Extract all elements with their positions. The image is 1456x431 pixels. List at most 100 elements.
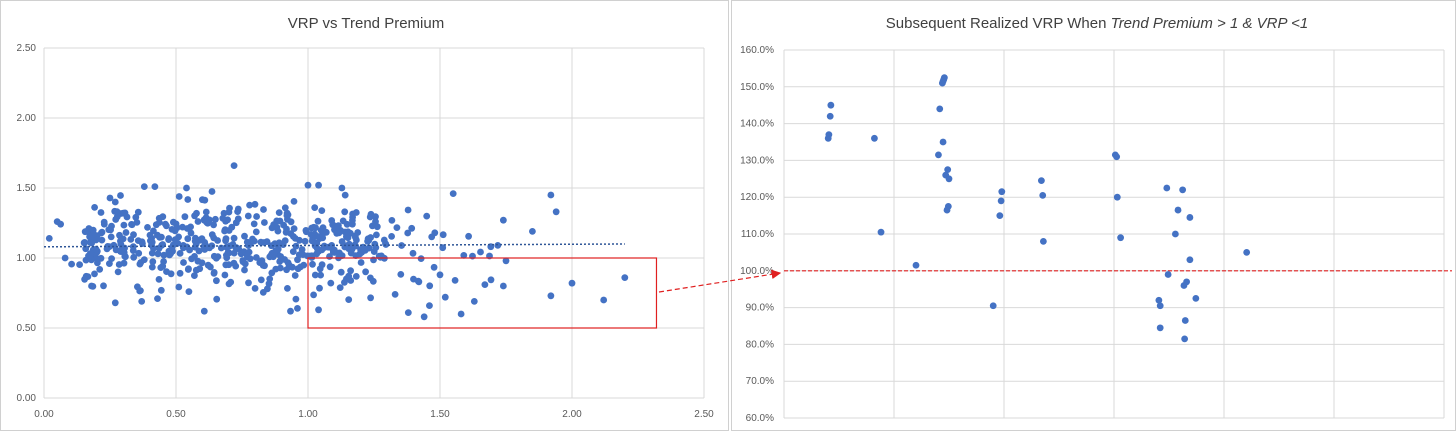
left-scatter-point xyxy=(198,235,206,243)
left-scatter-point xyxy=(552,208,560,216)
left-scatter-point xyxy=(155,276,163,283)
right-scatter-point xyxy=(1156,302,1164,310)
right-scatter-point xyxy=(944,166,952,174)
left-y-tick-label: 1.00 xyxy=(17,253,37,264)
right-y-tick-label: 130.0% xyxy=(740,155,774,166)
left-scatter-point xyxy=(210,270,218,277)
left-scatter-point xyxy=(326,263,334,271)
left-y-tick-label: 2.50 xyxy=(17,43,37,54)
left-scatter-point xyxy=(291,272,299,279)
left-scatter-point xyxy=(180,259,187,266)
left-scatter-point xyxy=(317,271,324,279)
left-scatter-point xyxy=(111,299,119,307)
left-scatter-point xyxy=(268,224,276,232)
left-scatter-point xyxy=(338,184,346,192)
left-scatter-point xyxy=(313,239,321,247)
right-chart-points xyxy=(824,74,1251,343)
right-y-tick-label: 80.0% xyxy=(746,339,774,350)
right-scatter-point xyxy=(912,261,920,269)
left-scatter-point xyxy=(232,262,240,270)
left-scatter-point xyxy=(288,263,296,271)
left-scatter-point xyxy=(217,244,225,252)
left-scatter-point xyxy=(222,237,230,245)
left-scatter-point xyxy=(301,237,309,245)
left-scatter-point xyxy=(114,268,122,276)
left-scatter-point xyxy=(314,233,322,240)
left-scatter-point xyxy=(61,254,69,262)
left-scatter-point xyxy=(117,192,124,199)
left-scatter-point xyxy=(320,228,327,235)
right-scatter-point xyxy=(998,188,1006,196)
left-scatter-point xyxy=(241,266,248,274)
left-y-tick-label: 0.00 xyxy=(17,393,37,404)
left-scatter-point xyxy=(441,293,449,301)
left-scatter-point xyxy=(529,228,536,235)
left-scatter-point xyxy=(134,208,142,216)
left-scatter-point xyxy=(330,248,338,256)
left-scatter-point xyxy=(128,221,136,229)
left-scatter-point xyxy=(391,291,399,298)
left-scatter-point xyxy=(96,266,104,273)
left-scatter-point xyxy=(85,225,93,232)
left-scatter-point xyxy=(232,219,240,227)
left-scatter-point xyxy=(404,206,412,214)
left-scatter-point xyxy=(258,259,266,267)
left-scatter-point xyxy=(460,252,468,259)
left-scatter-point xyxy=(148,249,156,257)
left-scatter-point xyxy=(273,217,281,225)
left-scatter-point xyxy=(140,183,148,191)
left-scatter-point xyxy=(367,274,374,282)
left-scatter-point xyxy=(344,228,352,236)
left-scatter-point xyxy=(257,276,265,284)
left-scatter-point xyxy=(487,276,495,284)
left-scatter-point xyxy=(76,261,83,268)
left-scatter-point xyxy=(122,253,129,261)
left-scatter-point xyxy=(304,181,312,189)
left-scatter-point xyxy=(165,236,173,244)
left-scatter-point xyxy=(244,212,252,220)
left-scatter-point xyxy=(160,251,168,259)
left-scatter-point xyxy=(183,184,190,192)
left-chart-panel: VRP vs Trend Premium 0.00 0.50 1.00 1.50 2.0… xyxy=(0,0,729,431)
left-scatter-point xyxy=(252,228,260,236)
left-scatter-point xyxy=(92,245,100,253)
left-scatter-point xyxy=(107,226,114,234)
left-scatter-point xyxy=(213,295,221,303)
left-scatter-point xyxy=(423,212,431,220)
left-scatter-point xyxy=(470,298,478,305)
left-scatter-point xyxy=(339,217,347,225)
left-scatter-point xyxy=(204,261,212,269)
left-scatter-point xyxy=(388,217,396,224)
left-scatter-point xyxy=(347,267,354,275)
left-scatter-point xyxy=(113,208,121,216)
right-scatter-point xyxy=(1171,230,1179,238)
left-chart-trendline xyxy=(43,243,625,248)
left-scatter-point xyxy=(393,224,401,232)
left-scatter-point xyxy=(281,204,289,212)
left-scatter-point xyxy=(465,232,472,240)
left-scatter-point xyxy=(230,162,238,170)
left-scatter-point xyxy=(98,236,106,244)
left-scatter-point xyxy=(210,221,218,229)
left-scatter-point xyxy=(183,225,191,232)
left-scatter-point xyxy=(107,233,115,241)
left-scatter-point xyxy=(250,220,258,228)
right-scatter-point xyxy=(1192,295,1200,302)
right-scatter-point xyxy=(945,175,953,183)
left-scatter-point xyxy=(275,209,283,217)
left-scatter-point xyxy=(68,260,75,268)
right-scatter-point xyxy=(1164,271,1172,278)
left-scatter-point xyxy=(352,209,360,216)
left-scatter-point xyxy=(382,240,389,248)
left-scatter-point xyxy=(326,253,333,260)
left-scatter-point xyxy=(212,215,219,223)
right-scatter-point xyxy=(943,206,951,214)
right-scatter-point xyxy=(935,151,942,159)
right-scatter-point xyxy=(824,134,832,142)
left-scatter-point xyxy=(243,238,251,246)
left-scatter-point xyxy=(138,298,146,305)
left-scatter-point xyxy=(348,246,356,253)
left-scatter-point xyxy=(179,242,187,249)
left-scatter-point xyxy=(302,228,310,236)
